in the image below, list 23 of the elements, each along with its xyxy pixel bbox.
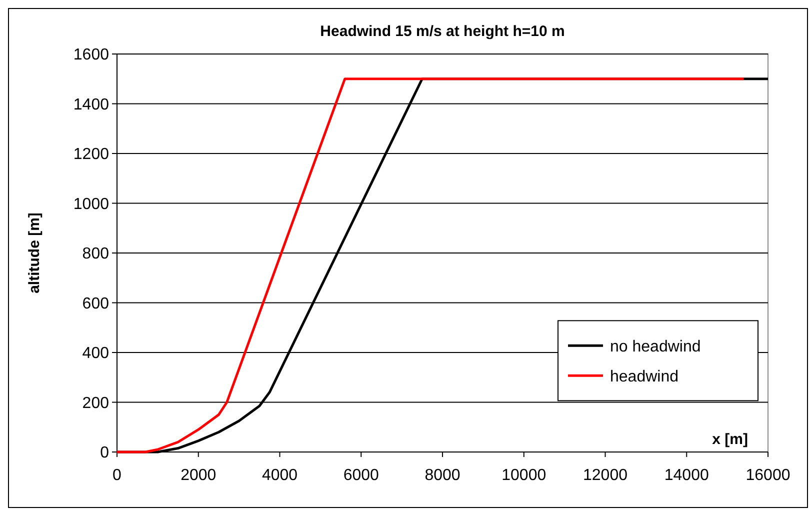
x-tick-label: 12000: [583, 467, 628, 484]
y-tick-label: 1600: [73, 46, 110, 64]
x-tick-label: 14000: [664, 467, 709, 484]
y-axis-title: altitude [m]: [26, 212, 43, 294]
legend-label: no headwind: [610, 338, 701, 356]
x-tick-label: 0: [112, 467, 122, 484]
y-tick-label: 1000: [73, 196, 110, 213]
x-tick-label: 2000: [180, 467, 216, 484]
x-tick-label: 6000: [343, 467, 380, 484]
x-axis-title: x [m]: [712, 431, 748, 448]
legend-label: headwind: [610, 368, 678, 386]
x-tick-label: 8000: [424, 467, 460, 484]
y-tick-label: 0: [100, 444, 110, 462]
x-tick-label: 16000: [746, 467, 790, 484]
chart-title: Headwind 15 m/s at height h=10 m: [320, 23, 565, 40]
y-tick-label: 400: [82, 345, 110, 362]
y-tick-label: 1200: [73, 146, 110, 164]
y-tick-label: 200: [82, 394, 110, 412]
x-tick-label: 10000: [502, 467, 546, 484]
y-tick-label: 600: [82, 295, 110, 312]
y-tick-label: 1400: [73, 96, 110, 114]
y-tick-label: 800: [82, 246, 110, 263]
x-tick-label: 4000: [262, 467, 298, 484]
